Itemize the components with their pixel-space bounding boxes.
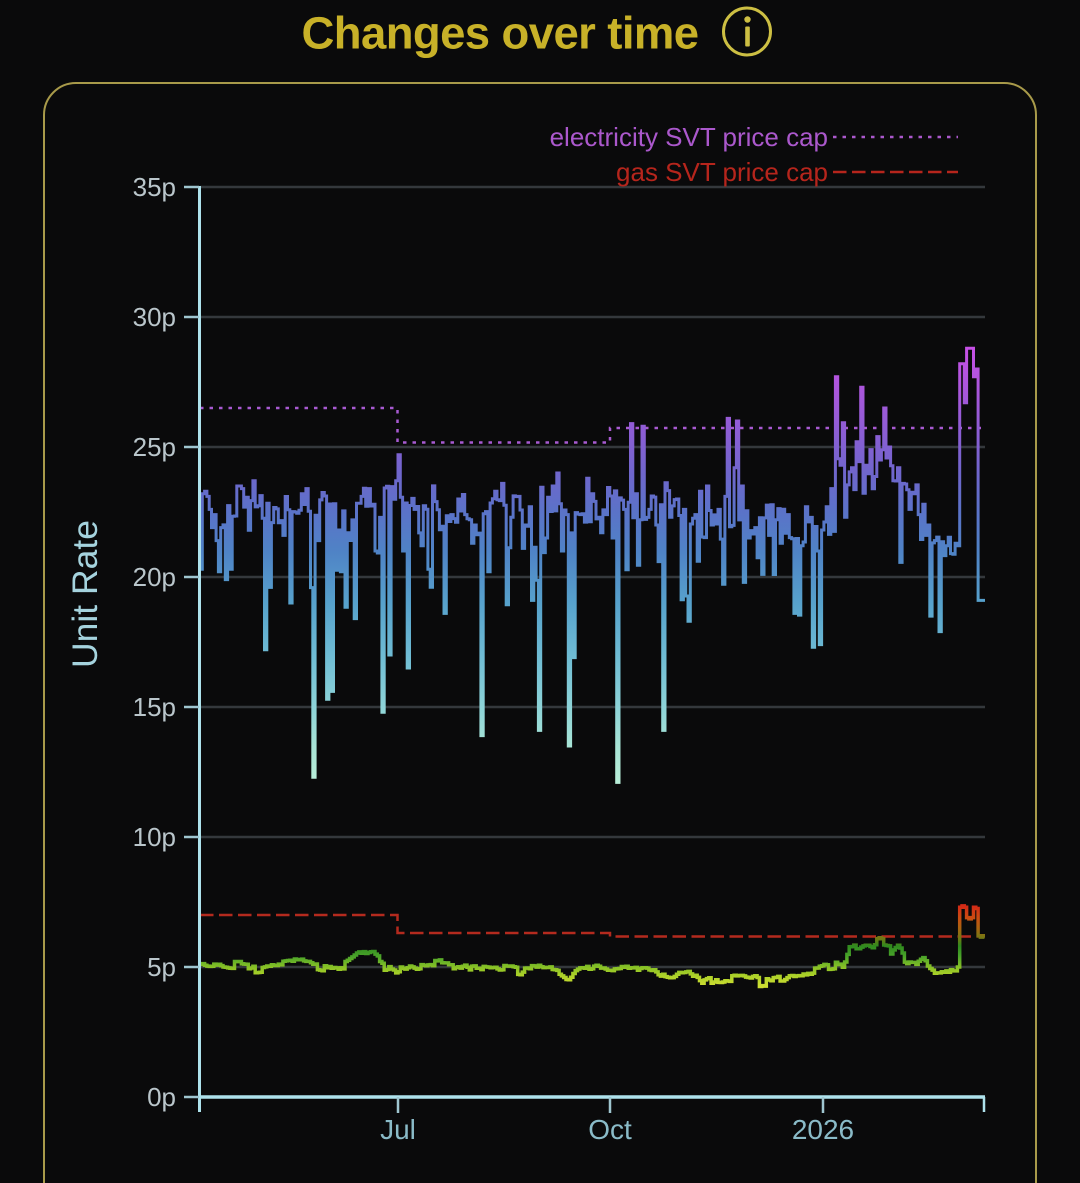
svg-text:20p: 20p xyxy=(133,562,176,592)
svg-text:0p: 0p xyxy=(147,1082,176,1112)
svg-text:25p: 25p xyxy=(133,432,176,462)
svg-text:Jul: Jul xyxy=(380,1114,416,1145)
svg-text:Changes over time: Changes over time xyxy=(302,8,699,59)
svg-text:30p: 30p xyxy=(133,302,176,332)
svg-text:electricity SVT price cap: electricity SVT price cap xyxy=(550,122,828,152)
svg-text:35p: 35p xyxy=(133,172,176,202)
svg-text:gas SVT price cap: gas SVT price cap xyxy=(616,157,828,187)
svg-text:2026: 2026 xyxy=(792,1114,854,1145)
svg-text:15p: 15p xyxy=(133,692,176,722)
svg-text:Unit Rate: Unit Rate xyxy=(65,520,105,668)
svg-text:Oct: Oct xyxy=(588,1114,632,1145)
svg-text:10p: 10p xyxy=(133,822,176,852)
svg-text:5p: 5p xyxy=(147,952,176,982)
